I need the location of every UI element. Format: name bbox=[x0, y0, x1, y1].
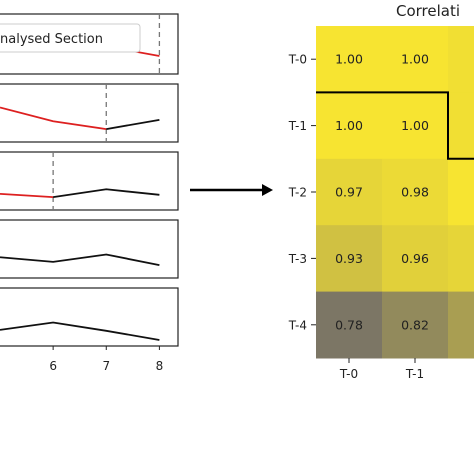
heatmap-cell: 1.00 bbox=[382, 26, 449, 93]
series-line bbox=[106, 119, 160, 130]
legend-box bbox=[0, 23, 141, 53]
column-label: T-0 bbox=[339, 367, 358, 381]
heatmap-cell-value: 0.78 bbox=[335, 317, 363, 332]
heatmap-cell-fill bbox=[316, 225, 383, 293]
heatmap-row-labels: T-0 T-1 T-2 T-3 T-4 bbox=[288, 53, 316, 332]
panel-frame bbox=[0, 151, 179, 211]
heatmap-cell: 1.00 bbox=[382, 92, 449, 160]
series-line bbox=[0, 321, 160, 341]
heatmap-cell-fill bbox=[448, 225, 474, 293]
heatmap-cell: 0.96 bbox=[382, 225, 449, 293]
heatmap-cell-value: 0.82 bbox=[401, 317, 429, 332]
heatmap-cell: 1.00 bbox=[316, 26, 383, 93]
series-line bbox=[0, 106, 107, 130]
heatmap-cell: 0 bbox=[448, 26, 474, 93]
heatmap-cell-fill bbox=[448, 291, 474, 359]
panel-2 bbox=[0, 83, 179, 143]
heatmap-cell-fill bbox=[316, 26, 383, 93]
heatmap-cell-value: 1.00 bbox=[335, 52, 363, 67]
x-axis-ticks: 6 7 8 bbox=[49, 359, 163, 373]
heatmap-cell: 0 bbox=[448, 225, 474, 293]
line-panels: nalysed Section bbox=[0, 13, 179, 350]
x-tick-label: 7 bbox=[102, 359, 110, 373]
heatmap-cell: 1 bbox=[448, 158, 474, 226]
series-line bbox=[0, 253, 160, 266]
heatmap-cell-fill bbox=[448, 92, 474, 160]
boundary-line bbox=[316, 91, 474, 160]
x-tick-label: 8 bbox=[156, 359, 164, 373]
heatmap-column-labels: T-0T-1T bbox=[339, 358, 424, 381]
heatmap-cell: 0.97 bbox=[316, 158, 383, 226]
arrow-head bbox=[262, 184, 273, 196]
heatmap-cell: 0.93 bbox=[316, 225, 383, 293]
heatmap-cell-value: 1.00 bbox=[401, 52, 429, 67]
series-line bbox=[53, 188, 160, 198]
series-line bbox=[0, 192, 54, 198]
arrow bbox=[190, 184, 273, 196]
heatmap-title: Correlati bbox=[396, 2, 460, 20]
legend: nalysed Section bbox=[0, 23, 141, 53]
heatmap-cell-fill bbox=[316, 291, 383, 359]
heatmap-cell-fill bbox=[382, 158, 449, 226]
heatmap-cell-value: 0.93 bbox=[335, 251, 363, 266]
panel-3 bbox=[0, 151, 179, 211]
x-tick-label: 6 bbox=[49, 359, 57, 373]
heatmap-cells: 1.00 1.00 0 1.00 1.00 0 0.97 0.98 1 0.93 0.96 0 0.78… bbox=[316, 26, 474, 359]
heatmap-cell-fill bbox=[382, 92, 449, 160]
panel-5 bbox=[0, 287, 179, 350]
row-label: T-4 bbox=[288, 318, 307, 332]
panel-1: nalysed Section bbox=[0, 13, 179, 75]
heatmap-cell-value: 0.98 bbox=[401, 185, 429, 200]
heatmap-cell-fill bbox=[316, 158, 383, 226]
panel-frame bbox=[0, 287, 179, 347]
heatmap-cell-value: 0.96 bbox=[401, 251, 429, 266]
heatmap-cell-fill bbox=[382, 26, 449, 93]
heatmap-cell: 0.78 bbox=[316, 291, 383, 359]
row-label: T-0 bbox=[288, 53, 307, 67]
heatmap-cell: 0.82 bbox=[382, 291, 449, 359]
panel-frame bbox=[0, 83, 179, 143]
heatmap-cell-fill bbox=[448, 158, 474, 226]
heatmap-cell-value: 0.97 bbox=[335, 185, 363, 200]
heatmap-cell: 1.00 bbox=[316, 92, 383, 160]
column-label: T-1 bbox=[405, 367, 424, 381]
row-label: T-3 bbox=[288, 252, 307, 266]
heatmap-cell-fill bbox=[382, 291, 449, 359]
heatmap-cell: 0 bbox=[448, 291, 474, 359]
row-label: T-2 bbox=[288, 186, 307, 200]
panel-frame bbox=[0, 219, 179, 279]
heatmap-cell-fill bbox=[382, 225, 449, 293]
heatmap-cell: 0.98 bbox=[382, 158, 449, 226]
heatmap-cell-fill bbox=[316, 92, 383, 160]
heatmap-cell: 0 bbox=[448, 92, 474, 160]
heatmap-cell-fill bbox=[448, 26, 474, 93]
row-label: T-1 bbox=[288, 119, 307, 133]
heatmap-cell-value: 1.00 bbox=[335, 118, 363, 133]
heatmap-cell-value: 1.00 bbox=[401, 118, 429, 133]
panel-4 bbox=[0, 219, 179, 279]
legend-label: nalysed Section bbox=[0, 32, 103, 47]
heatmap-boundary bbox=[316, 91, 474, 160]
